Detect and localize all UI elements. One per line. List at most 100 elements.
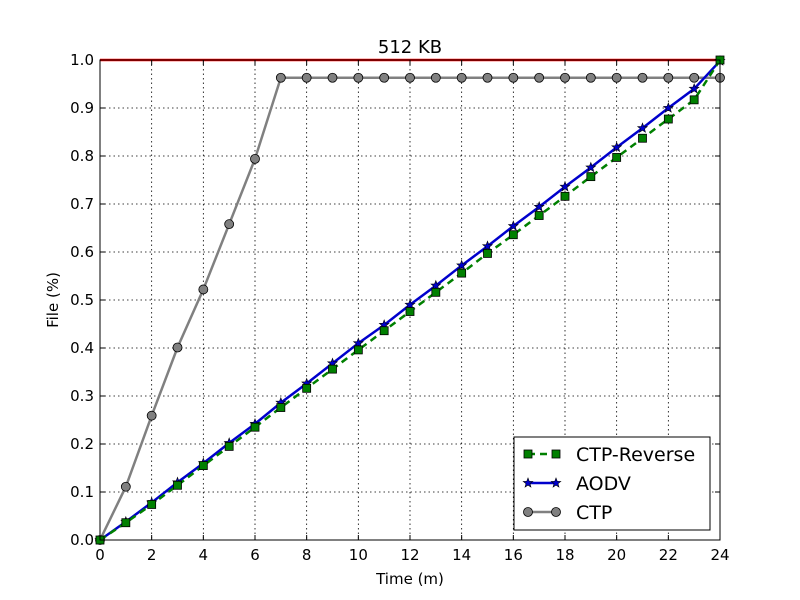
- data-point-ctp: [611, 72, 622, 83]
- data-point-aodv: [456, 259, 468, 271]
- data-point-ctp-reverse: [302, 383, 312, 393]
- data-point-aodv: [611, 141, 623, 153]
- data-point-aodv: [430, 279, 442, 291]
- data-point-ctp-reverse: [173, 480, 182, 490]
- legend-marker-aodv: [522, 477, 534, 488]
- data-point-ctp: [353, 72, 364, 83]
- data-point-ctp: [379, 72, 390, 83]
- x-tick-label: 6: [250, 546, 260, 564]
- data-point-aodv: [585, 161, 597, 173]
- y-tick-label: 0.8: [70, 147, 94, 165]
- data-point-ctp: [198, 284, 209, 295]
- chart-title: 512 KB: [378, 37, 442, 58]
- x-tick-label: 2: [147, 546, 157, 564]
- x-tick-label: 0: [95, 546, 105, 564]
- y-tick-label: 0.1: [70, 483, 94, 501]
- y-tick-label: 0.5: [70, 291, 94, 309]
- data-point-aodv: [636, 122, 649, 133]
- legend-marker-ctp: [523, 507, 533, 517]
- legend-marker-ctp-reverse: [523, 449, 533, 459]
- series-ctp: [95, 72, 725, 545]
- x-tick-label: 8: [302, 546, 312, 564]
- data-point-ctp: [637, 72, 648, 83]
- x-tick-label: 22: [659, 546, 678, 564]
- series-ctp-reverse: [95, 55, 725, 545]
- data-point-aodv: [507, 220, 519, 231]
- series-group: [94, 55, 726, 545]
- legend-marker-aodv: [550, 477, 562, 488]
- data-point-ctp: [663, 72, 674, 83]
- x-tick-label: 12: [400, 546, 419, 564]
- data-point-ctp: [250, 153, 260, 164]
- data-point-ctp-reverse: [405, 307, 415, 316]
- data-point-ctp: [585, 72, 596, 83]
- data-point-ctp-reverse: [250, 422, 260, 432]
- legend-marker-ctp-reverse: [551, 449, 561, 459]
- data-point-ctp-reverse: [483, 249, 492, 258]
- legend-label-ctp: CTP: [576, 502, 612, 524]
- data-point-ctp-reverse: [586, 172, 596, 182]
- legend-marker-ctp: [551, 507, 561, 517]
- data-point-ctp-reverse: [638, 133, 647, 143]
- x-tick-label: 14: [452, 546, 471, 564]
- data-point-ctp-reverse: [689, 95, 699, 105]
- plot-frame: [99, 59, 721, 541]
- y-tick-label: 0.0: [70, 531, 94, 549]
- y-tick-label: 1.0: [70, 51, 94, 69]
- data-point-ctp-reverse: [353, 345, 363, 355]
- data-point-ctp: [456, 72, 467, 83]
- data-point-ctp: [275, 72, 286, 83]
- x-tick-label: 16: [504, 546, 523, 564]
- data-point-aodv: [688, 82, 700, 94]
- data-point-ctp-reverse: [328, 364, 337, 374]
- y-tick-label: 0.7: [70, 195, 94, 213]
- data-point-ctp: [224, 219, 235, 230]
- data-point-ctp: [172, 342, 183, 353]
- data-point-aodv: [533, 201, 545, 212]
- data-point-ctp: [120, 481, 131, 492]
- data-point-ctp: [482, 72, 493, 83]
- data-point-ctp: [689, 72, 700, 83]
- data-point-ctp: [327, 72, 338, 83]
- data-point-ctp: [508, 72, 519, 83]
- data-point-aodv: [481, 240, 494, 251]
- y-tick-label: 0.2: [70, 435, 94, 453]
- data-point-ctp: [146, 410, 157, 421]
- legend: CTP-Reverse AODV CTP: [513, 436, 711, 531]
- y-axis-label: File (%): [44, 272, 62, 328]
- data-point-ctp: [534, 72, 545, 83]
- data-point-ctp: [560, 72, 570, 83]
- x-tick-label: 24: [710, 546, 729, 564]
- data-point-ctp: [405, 72, 415, 83]
- data-point-aodv: [352, 337, 364, 348]
- data-point-ctp-reverse: [457, 268, 467, 278]
- data-point-ctp-reverse: [121, 518, 131, 528]
- data-point-ctp-reverse: [534, 211, 544, 220]
- y-tick-label: 0.4: [70, 339, 94, 357]
- data-point-aodv: [662, 102, 674, 113]
- data-point-ctp-reverse: [276, 403, 286, 412]
- x-tick-label: 4: [199, 546, 209, 564]
- x-tick-label: 10: [349, 546, 368, 564]
- legend-label-aodv: AODV: [576, 473, 631, 495]
- y-tick-label: 0.6: [70, 243, 94, 261]
- data-point-ctp-reverse: [379, 326, 389, 336]
- data-point-ctp-reverse: [431, 287, 441, 297]
- legend-label-ctp-reverse: CTP-Reverse: [576, 444, 695, 466]
- data-point-aodv: [404, 298, 416, 310]
- data-point-ctp-reverse: [508, 230, 518, 240]
- data-point-ctp-reverse: [224, 441, 234, 451]
- y-tick-label: 0.3: [70, 387, 94, 405]
- x-tick-label: 20: [607, 546, 626, 564]
- data-point-ctp-reverse: [198, 461, 208, 471]
- data-point-ctp: [430, 72, 441, 83]
- data-point-ctp-reverse: [612, 153, 622, 162]
- data-point-ctp: [301, 72, 312, 83]
- data-point-ctp-reverse: [560, 191, 570, 201]
- axes: 0 2 4 6 8 10 12 14 16 18 20 22 240.00.10.20.30.40.50…: [70, 51, 729, 564]
- x-axis-label: Time (m): [375, 570, 444, 588]
- data-point-ctp-reverse: [147, 500, 157, 509]
- y-tick-label: 0.9: [70, 99, 94, 117]
- data-point-aodv: [559, 180, 571, 192]
